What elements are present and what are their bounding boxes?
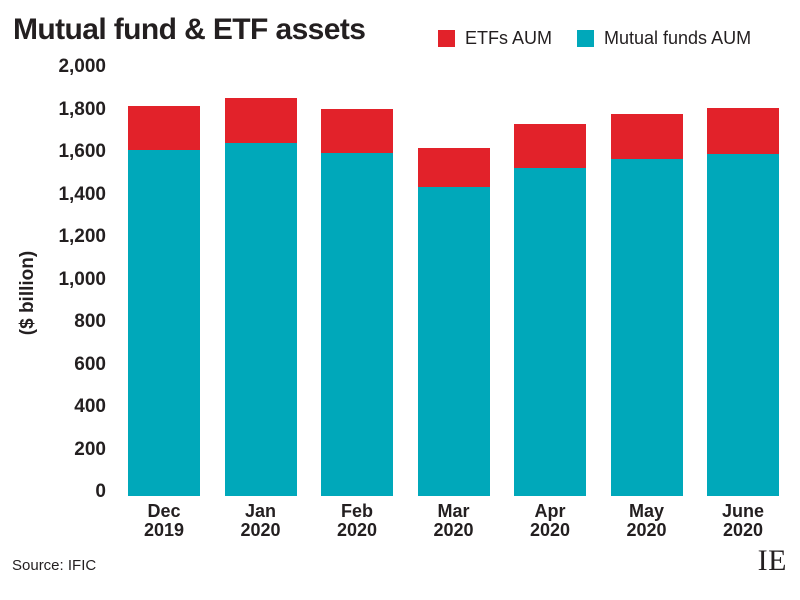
y-tick-label: 400 [74,396,106,417]
x-tick-label: Apr 2020 [529,501,571,540]
x-tick-label: Jan 2020 [240,501,281,540]
etfs-aum-segment [707,108,779,154]
mutual-funds-aum-segment [610,159,683,496]
etfs-aum-segment [321,109,393,153]
publication-logo: IE [757,544,787,577]
mutual-funds-aum-segment [321,152,393,496]
etfs-aum-segment [610,113,683,160]
stacked-bar-feb-2020 [321,109,393,496]
y-tick-label: 1,400 [58,183,106,205]
mutual-funds-legend-swatch [577,30,594,47]
etfs-aum-segment [128,106,200,150]
y-tick-label: 1,000 [58,268,106,290]
mutual-funds-aum-segment [417,186,490,496]
y-tick-label: 1,200 [58,226,106,247]
legend-item-mutual-funds: Mutual funds AUM [577,28,751,49]
mutual-funds-aum-segment [224,142,297,496]
y-tick-label: 2,000 [58,56,106,77]
legend-item-etfs: ETFs AUM [438,28,552,49]
etfs-aum-segment [224,98,297,143]
y-tick-label: 1,600 [58,141,106,162]
y-tick-label: 600 [74,353,106,375]
stacked-bar-mar-2020 [417,147,490,496]
mutual-funds-aum-segment [514,167,586,496]
chart-title: Mutual fund & ETF assets [13,13,366,46]
stacked-bar-jan-2020 [224,98,297,496]
mutual-funds-legend-label: Mutual funds AUM [604,28,752,48]
etfs-legend-swatch [438,30,455,47]
stacked-bar-apr-2020 [514,124,586,496]
x-tick-label: May 2020 [626,501,667,540]
source-note: Source: IFIC [12,557,97,574]
x-tick-label: Mar 2020 [433,501,474,540]
etfs-aum-segment [417,147,490,187]
etfs-aum-segment [514,124,586,168]
y-tick-label: 1,800 [58,98,106,120]
y-tick-label: 0 [95,481,106,502]
stacked-bar-dec-2019 [128,106,200,496]
mutual-funds-aum-segment [128,149,200,496]
y-tick-label: 800 [74,311,106,332]
y-tick-label: 200 [74,438,106,460]
stacked-bar-june-2020 [707,108,779,496]
stacked-bar-may-2020 [610,113,683,496]
x-tick-label: Dec 2019 [143,501,185,540]
x-tick-label: June 2020 [721,501,764,540]
x-tick-label: Feb 2020 [336,501,378,540]
mutual-funds-aum-segment [707,153,779,496]
etfs-legend-label: ETFs AUM [465,28,553,48]
